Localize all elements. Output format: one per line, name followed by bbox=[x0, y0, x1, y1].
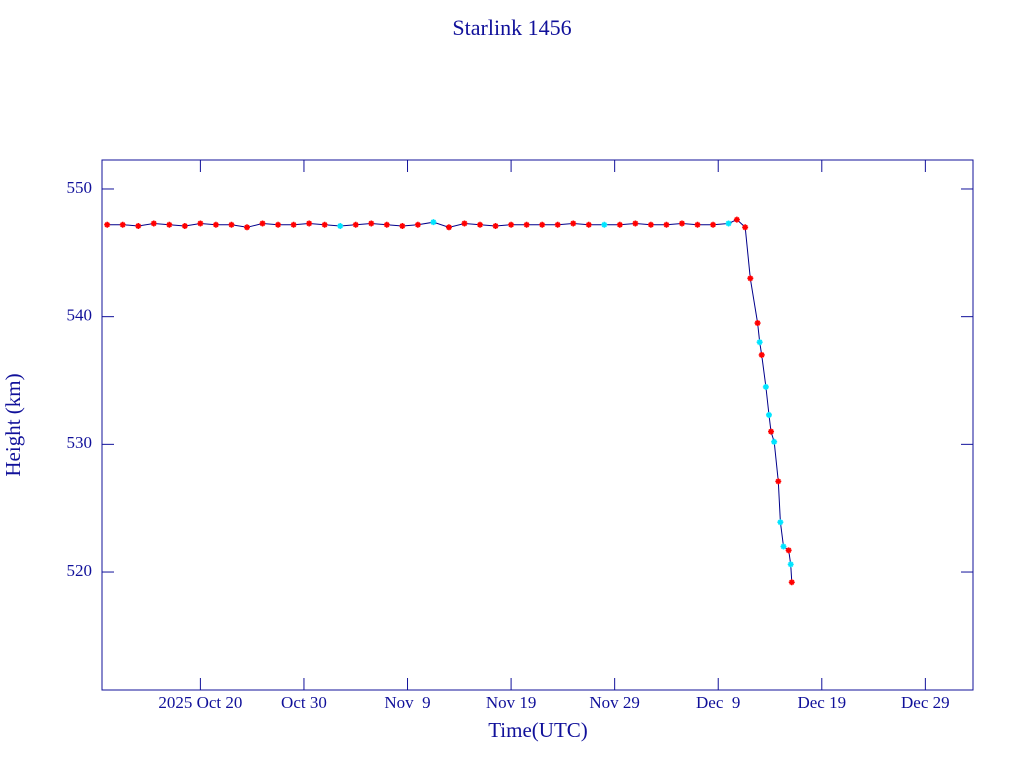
data-point bbox=[399, 223, 406, 230]
data-point bbox=[290, 221, 297, 228]
data-point bbox=[368, 220, 375, 227]
x-tick-label: Nov 29 bbox=[589, 693, 640, 712]
data-point bbox=[383, 221, 390, 228]
x-tick-label: Dec 29 bbox=[901, 693, 950, 712]
data-point bbox=[733, 216, 740, 223]
data-point bbox=[492, 223, 499, 230]
data-point bbox=[570, 220, 577, 227]
data-point bbox=[788, 579, 795, 586]
data-point bbox=[181, 223, 188, 230]
data-point bbox=[758, 351, 765, 358]
data-point bbox=[321, 221, 328, 228]
data-point bbox=[461, 220, 468, 227]
data-point bbox=[777, 519, 784, 526]
data-point bbox=[445, 224, 452, 231]
y-axis-label: Height (km) bbox=[1, 373, 25, 476]
x-axis-label: Time(UTC) bbox=[488, 718, 588, 742]
data-point bbox=[787, 561, 794, 568]
data-point bbox=[601, 221, 608, 228]
data-point bbox=[228, 221, 235, 228]
data-point bbox=[508, 221, 515, 228]
data-point bbox=[765, 411, 772, 418]
data-point bbox=[212, 221, 219, 228]
x-tick-label: Dec 19 bbox=[797, 693, 846, 712]
data-point bbox=[632, 220, 639, 227]
data-point bbox=[785, 547, 792, 554]
data-point bbox=[337, 223, 344, 230]
data-point bbox=[430, 219, 437, 226]
data-point bbox=[243, 224, 250, 231]
data-point bbox=[523, 221, 530, 228]
x-tick-label: 2025 Oct 20 bbox=[158, 693, 242, 712]
x-tick-label: Nov 19 bbox=[486, 693, 537, 712]
data-point bbox=[747, 275, 754, 282]
data-point bbox=[119, 221, 126, 228]
data-point bbox=[477, 221, 484, 228]
data-line bbox=[107, 219, 793, 583]
data-point bbox=[771, 438, 778, 445]
data-point bbox=[694, 221, 701, 228]
data-point bbox=[742, 224, 749, 231]
plot-frame bbox=[101, 159, 974, 691]
data-point bbox=[780, 543, 787, 550]
data-point bbox=[150, 220, 157, 227]
data-point bbox=[104, 221, 111, 228]
data-point bbox=[585, 221, 592, 228]
data-point bbox=[710, 221, 717, 228]
y-tick-label: 520 bbox=[67, 561, 93, 580]
data-point bbox=[414, 221, 421, 228]
x-tick-label: Dec 9 bbox=[696, 693, 740, 712]
data-point bbox=[554, 221, 561, 228]
data-point bbox=[725, 220, 732, 227]
data-point bbox=[768, 428, 775, 435]
y-tick-label: 540 bbox=[67, 306, 93, 325]
data-point bbox=[197, 220, 204, 227]
data-point bbox=[775, 478, 782, 485]
data-point bbox=[135, 223, 142, 230]
data-point bbox=[678, 220, 685, 227]
y-tick-label: 530 bbox=[67, 433, 93, 452]
data-point bbox=[756, 339, 763, 346]
data-point bbox=[259, 220, 266, 227]
data-point bbox=[616, 221, 623, 228]
data-point bbox=[306, 220, 313, 227]
x-tick-label: Nov 9 bbox=[384, 693, 430, 712]
chart-title: Starlink 1456 bbox=[452, 15, 571, 40]
data-point bbox=[762, 383, 769, 390]
data-point bbox=[166, 221, 173, 228]
data-point bbox=[352, 221, 359, 228]
y-tick-label: 550 bbox=[67, 178, 93, 197]
data-point bbox=[647, 221, 654, 228]
data-point bbox=[275, 221, 282, 228]
data-point bbox=[539, 221, 546, 228]
x-tick-label: Oct 30 bbox=[281, 693, 327, 712]
data-point bbox=[754, 320, 761, 327]
data-point bbox=[663, 221, 670, 228]
